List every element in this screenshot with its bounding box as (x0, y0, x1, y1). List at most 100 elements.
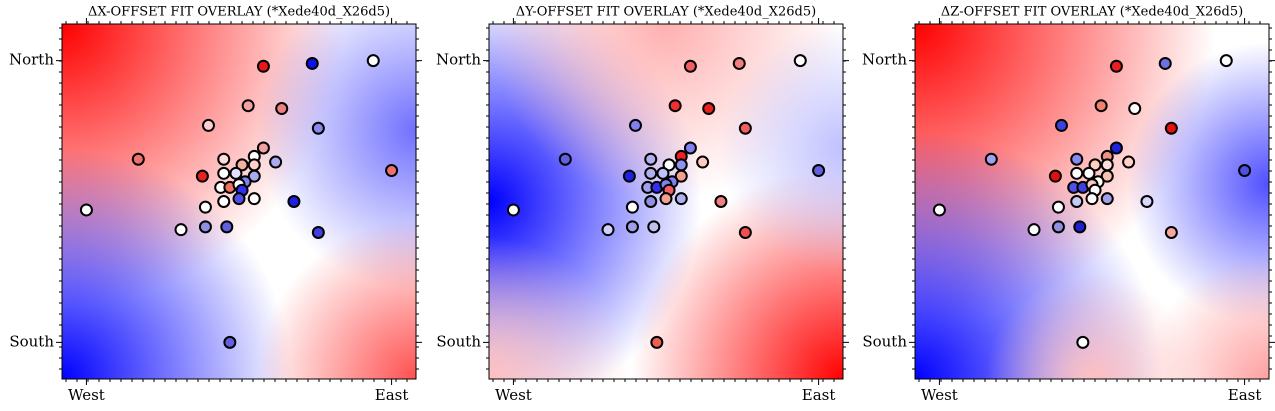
x-tick-label: East (1228, 386, 1262, 404)
axes-frame (61, 23, 417, 380)
point (1070, 166, 1084, 180)
point (79, 203, 93, 217)
point (558, 152, 572, 166)
point (241, 99, 255, 113)
point (247, 158, 261, 172)
x-tick-label: West (68, 386, 105, 404)
point (674, 169, 688, 183)
point (1164, 225, 1178, 239)
point (625, 200, 639, 214)
point (659, 192, 673, 206)
point (217, 166, 231, 180)
y-tick-label: North (436, 51, 481, 69)
point (217, 195, 231, 208)
point (625, 220, 639, 234)
x-tick-label: West (921, 386, 958, 404)
point (644, 195, 658, 208)
point (247, 192, 261, 206)
point (984, 152, 998, 166)
point (1054, 118, 1068, 132)
point (1088, 158, 1102, 172)
point (1048, 169, 1062, 183)
panel: ΔZ-OFFSET FIT OVERLAY (*Xede40d_X26d5) We… (862, 5, 1275, 404)
point (1082, 166, 1096, 180)
point (198, 200, 212, 214)
point (256, 59, 270, 73)
point (683, 141, 697, 155)
point (1158, 56, 1172, 70)
x-tick-label: East (802, 386, 836, 404)
point (1109, 59, 1123, 73)
point (131, 152, 145, 166)
point (201, 118, 215, 132)
point (1100, 169, 1114, 183)
point (812, 164, 826, 178)
point (1094, 99, 1108, 113)
point (656, 166, 670, 180)
point (662, 158, 676, 172)
panel: ΔX-OFFSET FIT OVERLAY (*Xede40d_X26d5) We… (9, 5, 422, 404)
point (738, 225, 752, 239)
point (1238, 164, 1252, 178)
fit-surface (915, 24, 1269, 379)
y-tick-label: South (436, 332, 481, 350)
point (1100, 192, 1114, 206)
point (674, 158, 688, 172)
y-tick-label: South (862, 332, 907, 350)
point (217, 152, 231, 166)
point (1219, 54, 1233, 68)
point (1051, 200, 1065, 214)
point (650, 335, 664, 349)
x-tick-label: West (495, 386, 532, 404)
point (793, 54, 807, 68)
point (1051, 220, 1065, 234)
x-tick-label: East (375, 386, 409, 404)
point (232, 192, 246, 206)
point (1109, 141, 1123, 155)
chart-title: ΔZ-OFFSET FIT OVERLAY (*Xede40d_X26d5) (941, 5, 1243, 20)
point (644, 152, 658, 166)
point (1085, 192, 1099, 206)
point (674, 192, 688, 206)
point (702, 102, 716, 116)
point (1140, 195, 1154, 208)
point (256, 141, 270, 155)
point (269, 155, 283, 169)
point (647, 220, 661, 234)
point (732, 56, 746, 70)
point (1027, 223, 1041, 237)
point (932, 203, 946, 217)
point (385, 164, 399, 178)
chart-title: ΔX-OFFSET FIT OVERLAY (*Xede40d_X26d5) (88, 5, 390, 20)
point (506, 203, 520, 217)
point (601, 223, 615, 237)
point (1122, 155, 1136, 169)
point (366, 54, 380, 68)
point (287, 195, 301, 208)
point (311, 225, 325, 239)
point (198, 220, 212, 234)
point (1100, 158, 1114, 172)
y-tick-label: North (9, 51, 54, 69)
axes-frame (914, 23, 1270, 380)
point (1070, 195, 1084, 208)
point (1164, 121, 1178, 135)
point (223, 335, 237, 349)
point (668, 99, 682, 113)
point (738, 121, 752, 135)
point (229, 166, 243, 180)
y-tick-label: North (862, 51, 907, 69)
point (311, 121, 325, 135)
point (644, 166, 658, 180)
point (247, 169, 261, 183)
point (1076, 335, 1090, 349)
point (305, 56, 319, 70)
point (1073, 220, 1087, 234)
point (683, 59, 697, 73)
chart-title: ΔY-OFFSET FIT OVERLAY (*Xede40d_X26d5) (516, 5, 816, 20)
point (275, 102, 289, 116)
point (220, 220, 234, 234)
point (696, 155, 710, 169)
point (714, 195, 728, 208)
